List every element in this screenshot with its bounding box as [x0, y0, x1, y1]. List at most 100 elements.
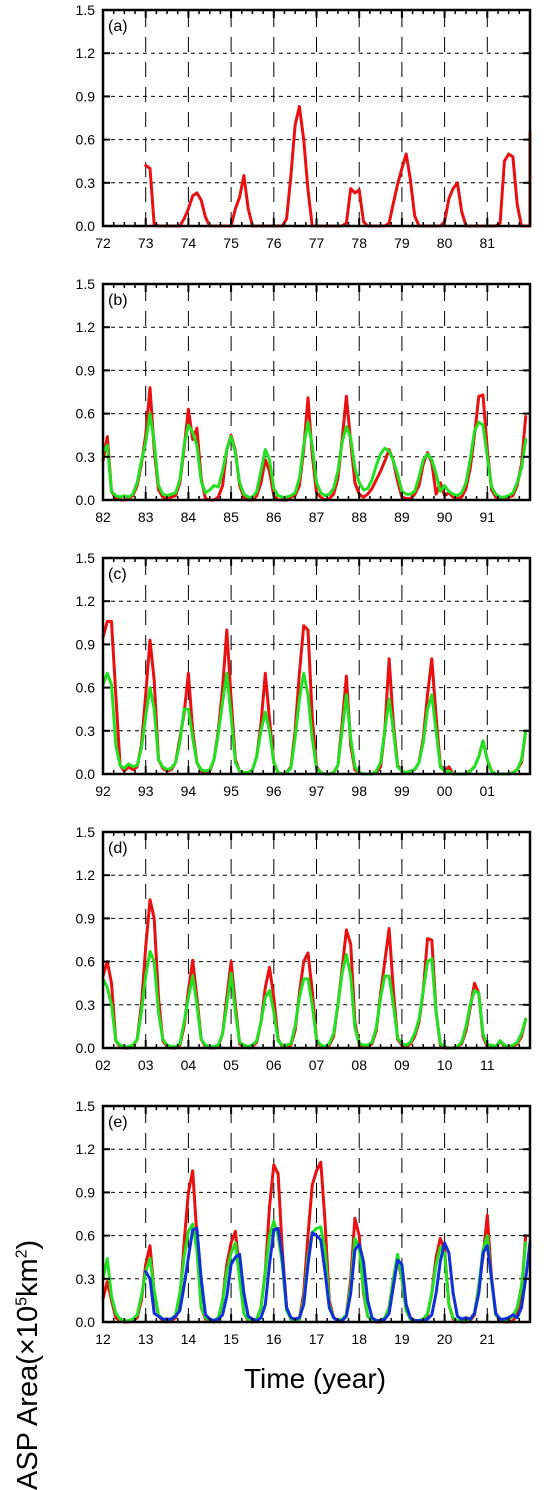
y-tick-label: 1.2 — [76, 45, 96, 61]
y-tick-label: 0.0 — [76, 492, 96, 508]
x-tick-label: 01 — [480, 783, 496, 799]
y-tick-label: 1.5 — [76, 550, 96, 566]
panel-e: 0.0 0.3 0.6 0.9 1.2 1.5 12 13 14 15 16 17 18 19 20 21 (e… — [76, 1098, 532, 1347]
y-tick-label: 1.5 — [76, 276, 96, 292]
x-tick-label: 02 — [95, 1057, 111, 1073]
x-tick-label: 76 — [266, 235, 282, 251]
y-tick-label: 0.3 — [76, 449, 96, 465]
x-tick-label: 78 — [351, 235, 367, 251]
y-tick-label: 0.9 — [76, 910, 96, 926]
x-tick-label: 89 — [394, 509, 410, 525]
y-axis-title-text: ASP Area(×10 — [12, 1305, 44, 1490]
y-tick-label: 1.2 — [76, 867, 96, 883]
panel-a: 0.0 0.3 0.6 0.9 1.2 1.5 72 73 74 75 76 77 78 79 80 81 (a… — [76, 2, 532, 251]
x-tick-label: 72 — [95, 235, 111, 251]
y-axis-title-exponent-2: 2 — [13, 1249, 31, 1259]
y-tick-label: 1.5 — [76, 2, 96, 18]
y-axis-title: ASP Area(×105km2) — [8, 700, 44, 1490]
y-tick-label: 0.6 — [76, 1228, 96, 1244]
x-tick-label: 77 — [309, 235, 325, 251]
series-line-red — [101, 1160, 528, 1324]
x-tick-label: 19 — [394, 1331, 410, 1347]
y-tick-label: 0.3 — [76, 723, 96, 739]
y-axis-title-exponent-5: 5 — [13, 1297, 31, 1306]
x-tick-label: 93 — [138, 783, 154, 799]
x-tick-label: 08 — [351, 1057, 367, 1073]
x-tick-label: 98 — [351, 783, 367, 799]
y-tick-label: 0.0 — [76, 1314, 96, 1330]
y-tick-label: 0.9 — [76, 1184, 96, 1200]
x-tick-label: 91 — [480, 509, 496, 525]
y-tick-label: 0.3 — [76, 1271, 96, 1287]
x-tick-label: 14 — [181, 1331, 197, 1347]
y-tick-label: 1.5 — [76, 824, 96, 840]
x-tick-label: 83 — [138, 509, 154, 525]
y-tick-label: 0.6 — [76, 954, 96, 970]
x-tick-label: 06 — [266, 1057, 282, 1073]
x-tick-label: 20 — [437, 1331, 453, 1347]
y-axis-title-close: ) — [12, 1239, 44, 1250]
y-tick-label: 0.0 — [76, 766, 96, 782]
x-tick-label: 79 — [394, 235, 410, 251]
panel-label: (b) — [108, 292, 128, 309]
x-tick-label: 97 — [309, 783, 325, 799]
x-tick-label: 73 — [138, 235, 154, 251]
series-line-red — [144, 105, 532, 228]
x-tick-label: 13 — [138, 1331, 154, 1347]
x-tick-label: 10 — [437, 1057, 453, 1073]
y-tick-label: 0.3 — [76, 997, 96, 1013]
x-tick-label: 94 — [181, 783, 197, 799]
y-tick-label: 0.0 — [76, 1040, 96, 1056]
x-tick-label: 11 — [480, 1057, 495, 1073]
series-line-green — [101, 671, 528, 776]
x-axis-title: Time (year) — [243, 1363, 387, 1394]
x-tick-label: 84 — [181, 509, 197, 525]
x-tick-label: 86 — [266, 509, 282, 525]
figure: 0.0 0.3 0.6 0.9 1.2 1.5 72 73 74 75 76 77 78 79 80 81 (a… — [76, 2, 532, 1347]
x-tick-label: 99 — [394, 783, 410, 799]
x-tick-label: 18 — [351, 1331, 367, 1347]
panel-d: 0.0 0.3 0.6 0.9 1.2 1.5 02 03 04 05 06 07 08 09 10 11 (d… — [76, 824, 532, 1073]
x-tick-label: 95 — [223, 783, 239, 799]
y-tick-label: 1.2 — [76, 1141, 96, 1157]
series-line-green — [101, 412, 528, 499]
panel-c: 0.0 0.3 0.6 0.9 1.2 1.5 92 93 94 95 96 97 98 99 00 01 (c… — [76, 550, 532, 799]
y-tick-label: 1.2 — [76, 593, 96, 609]
y-tick-label: 1.2 — [76, 319, 96, 335]
x-tick-label: 17 — [309, 1331, 325, 1347]
panel-label: (e) — [108, 1114, 128, 1131]
y-tick-label: 0.9 — [76, 636, 96, 652]
x-tick-label: 07 — [309, 1057, 325, 1073]
x-tick-label: 09 — [394, 1057, 410, 1073]
y-tick-label: 0.3 — [76, 175, 96, 191]
series-line-blue — [144, 1226, 532, 1323]
x-tick-label: 05 — [223, 1057, 239, 1073]
y-tick-label: 0.0 — [76, 218, 96, 234]
x-tick-label: 96 — [266, 783, 282, 799]
series-line-red — [101, 386, 528, 502]
x-tick-label: 16 — [266, 1331, 282, 1347]
panel-b: 0.0 0.3 0.6 0.9 1.2 1.5 82 83 84 85 86 87 88 89 90 91 (b… — [76, 276, 532, 525]
x-tick-label: 04 — [181, 1057, 197, 1073]
x-tick-label: 03 — [138, 1057, 154, 1073]
x-tick-label: 87 — [309, 509, 325, 525]
x-tick-label: 12 — [95, 1331, 111, 1347]
y-tick-label: 0.9 — [76, 362, 96, 378]
y-axis-title-unit: km — [12, 1258, 44, 1298]
x-tick-label: 15 — [223, 1331, 239, 1347]
x-tick-label: 80 — [437, 235, 453, 251]
x-tick-label: 21 — [480, 1331, 496, 1347]
x-tick-label: 92 — [95, 783, 111, 799]
y-tick-label: 0.9 — [76, 88, 96, 104]
x-tick-label: 74 — [181, 235, 197, 251]
series-line-green — [101, 1219, 528, 1323]
x-tick-label: 81 — [480, 235, 496, 251]
panel-label: (d) — [108, 840, 128, 857]
x-tick-label: 82 — [95, 509, 111, 525]
x-axis-title-wrap: Time (year) — [0, 1363, 550, 1395]
y-tick-label: 1.5 — [76, 1098, 96, 1114]
panel-label: (c) — [108, 566, 127, 583]
x-tick-label: 88 — [351, 509, 367, 525]
x-tick-label: 90 — [437, 509, 453, 525]
x-tick-label: 00 — [437, 783, 453, 799]
